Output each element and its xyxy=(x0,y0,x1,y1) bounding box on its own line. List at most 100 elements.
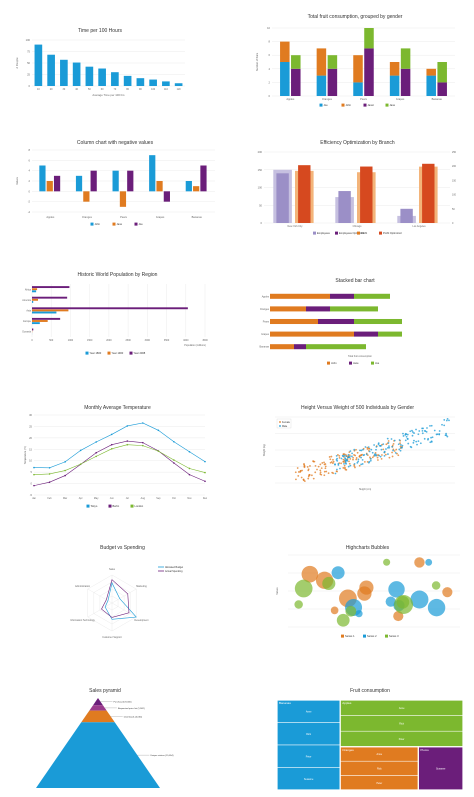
x-tick-label: Oct xyxy=(172,497,176,500)
cell-label: Rick xyxy=(306,733,311,736)
data-point xyxy=(345,455,348,458)
data-point xyxy=(422,427,424,430)
y-tick-label: 10 xyxy=(267,26,270,30)
data-point xyxy=(361,463,364,465)
y-tick-label: 10 xyxy=(29,459,32,463)
y-tick-label: Europe xyxy=(23,320,31,323)
legend-item: Joe xyxy=(375,361,380,365)
legend-swatch xyxy=(349,361,352,365)
chart-c10: Highcharts Bubbles Values Series 1 Series 2… xyxy=(270,545,465,650)
data-point xyxy=(377,443,380,446)
bar xyxy=(32,298,38,301)
x-tick-label: 100 xyxy=(151,88,156,91)
bubble xyxy=(414,557,425,568)
x-tick-label: Los Angeles xyxy=(412,225,426,228)
data-point xyxy=(344,458,347,460)
bubble xyxy=(294,600,303,609)
legend-item: Male xyxy=(282,425,288,428)
data-point xyxy=(332,460,335,463)
x-tick-label: 80 xyxy=(126,88,129,91)
data-point xyxy=(324,467,327,470)
data-point xyxy=(361,448,364,451)
plot-area: 0 500 1000 1500 2000 2500 3000 3500 4000 4500 Afri… xyxy=(22,284,208,355)
y-tick-label: Africa xyxy=(25,288,32,291)
data-point xyxy=(64,461,66,463)
bar xyxy=(276,173,289,223)
data-point xyxy=(204,480,206,483)
data-point xyxy=(400,446,403,449)
bar xyxy=(75,175,83,192)
x-tick-label: Pears xyxy=(120,215,127,219)
data-point xyxy=(33,473,35,476)
x-tick-label: 2500 xyxy=(125,339,131,342)
data-point xyxy=(355,458,358,461)
y-tick-label: 100 xyxy=(26,38,31,42)
data-point xyxy=(445,434,448,437)
bar xyxy=(32,296,68,299)
cell-label: Susanne xyxy=(436,767,446,770)
data-point xyxy=(426,427,428,429)
data-point xyxy=(303,465,306,467)
data-point xyxy=(345,462,347,465)
y-tick-label: 50 xyxy=(259,203,262,207)
data-point xyxy=(379,444,382,447)
data-point xyxy=(300,476,303,479)
y-tick-label: Apples xyxy=(262,295,270,298)
data-point xyxy=(385,443,388,446)
bar xyxy=(327,55,338,69)
x-tick-label: 70 xyxy=(114,88,117,91)
data-point xyxy=(110,448,113,450)
data-point xyxy=(418,430,421,432)
bar xyxy=(318,318,354,325)
x-tick-label: 90 xyxy=(139,88,142,91)
data-point xyxy=(329,458,332,461)
data-point xyxy=(384,453,387,456)
data-point xyxy=(419,442,422,445)
chart-title: Monthly Average Temperature xyxy=(84,405,151,411)
bar xyxy=(156,181,163,192)
x-tick-label: Aug xyxy=(141,497,146,500)
data-point xyxy=(383,451,386,454)
bar xyxy=(32,309,69,312)
cell-label: Anne xyxy=(306,710,312,713)
data-point xyxy=(334,472,337,475)
y-tick-label: 8 xyxy=(29,148,31,152)
data-point xyxy=(327,472,330,475)
legend-swatch xyxy=(363,634,366,638)
y-tick-label: 2 xyxy=(269,80,271,84)
bar xyxy=(330,293,354,299)
cell-label: Rick xyxy=(377,767,382,770)
data-point xyxy=(341,454,344,457)
data-point xyxy=(338,454,341,457)
data-point xyxy=(343,462,345,465)
data-point xyxy=(335,454,338,457)
legend-swatch xyxy=(108,504,112,508)
x-tick-label: 50 xyxy=(88,88,91,91)
data-point xyxy=(364,446,367,448)
chart-c3: Column chart with negative values -4 -2 0 2 4… xyxy=(10,140,220,230)
data-point xyxy=(416,443,418,446)
bar xyxy=(298,165,311,223)
data-point xyxy=(370,457,372,460)
data-point xyxy=(336,468,338,471)
x-tick-label: 3500 xyxy=(164,339,170,342)
data-point xyxy=(319,463,322,466)
legend-swatch xyxy=(319,103,323,107)
y-tick-label: 0 xyxy=(269,94,271,98)
data-point xyxy=(391,455,394,458)
chart-title: Time per 100 Hours xyxy=(78,28,122,34)
group-label: Oranges xyxy=(342,748,354,752)
y-tick-label: 150 xyxy=(258,168,263,172)
legend-item: Female xyxy=(282,421,291,424)
data-point xyxy=(402,435,405,437)
legend-swatch xyxy=(327,361,330,365)
bar xyxy=(306,344,366,350)
bar xyxy=(85,66,94,86)
series-line xyxy=(101,579,130,618)
legend-swatch xyxy=(363,103,367,107)
data-point xyxy=(342,458,345,461)
legend-item: Tokyo xyxy=(91,504,98,508)
data-point xyxy=(338,456,341,459)
x-tick-label: Chicago xyxy=(353,225,362,228)
x-tick-label: 20 xyxy=(50,88,53,91)
